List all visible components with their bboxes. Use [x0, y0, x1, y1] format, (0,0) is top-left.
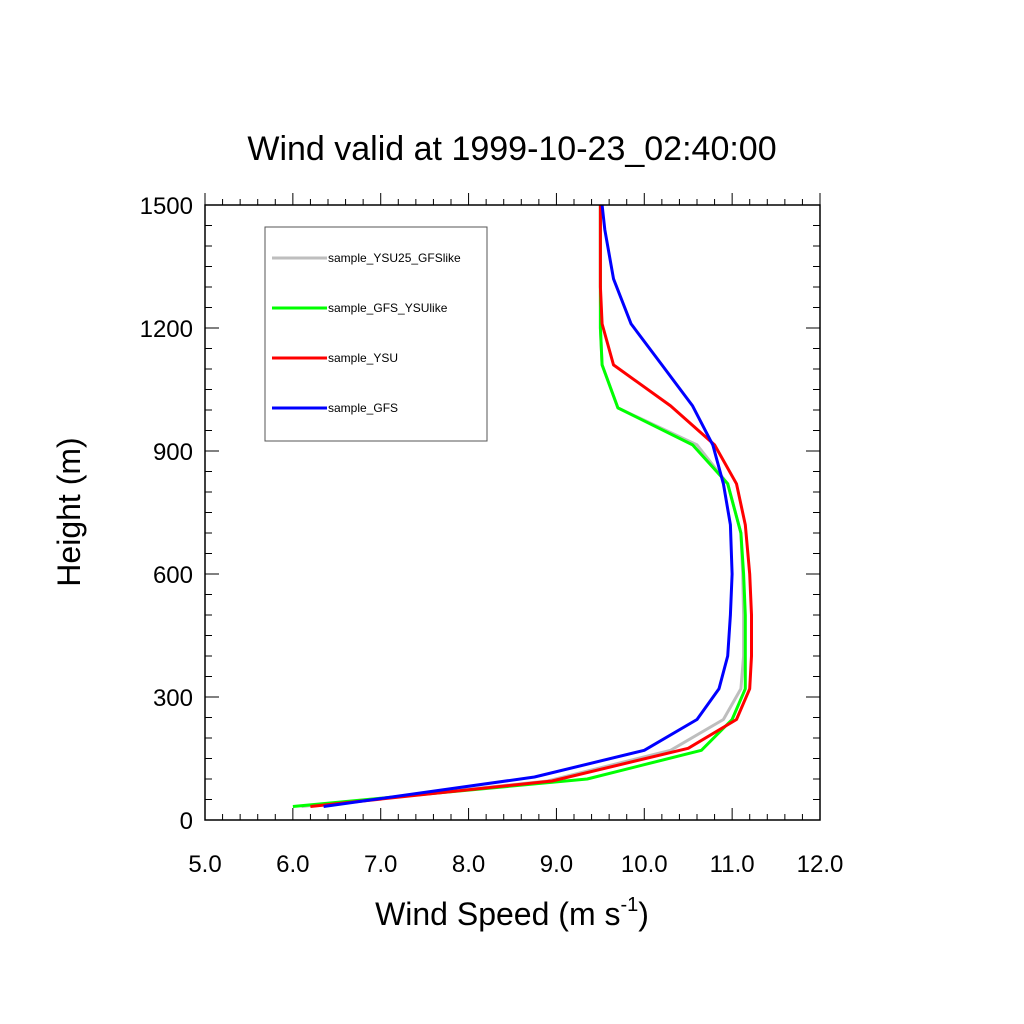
legend-box	[264, 226, 488, 442]
y-tick-labels: 0 300 600 900 1200 1500	[140, 193, 193, 835]
series-line-sample_GFS	[323, 204, 734, 808]
legend-label: sample_GFS	[328, 401, 398, 415]
x-tick-labels: 5.0 6.0 7.0 8.0 9.0 10.0 11.0 12.0	[188, 851, 843, 878]
y-tick-label: 300	[153, 685, 193, 712]
y-tick-label: 0	[180, 808, 193, 835]
ticks-layer	[204, 193, 821, 821]
series-line-sample_YSU	[310, 205, 753, 808]
legend: sample_YSU25_GFSlike sample_GFS_YSUlikesa…	[264, 226, 488, 442]
x-tick-label: 9.0	[540, 851, 573, 878]
y-tick-label: 1500	[140, 193, 193, 220]
x-axis-title-main: Wind Speed (m s	[375, 896, 620, 932]
legend-label: sample_YSU25_GFSlike	[328, 251, 461, 265]
legend-label: sample_YSU	[328, 351, 398, 365]
y-axis-title: Height (m)	[51, 437, 87, 586]
x-tick-label: 10.0	[621, 851, 668, 878]
y-tick-label: 600	[153, 562, 193, 589]
legend-items: sample_YSU25_GFSlike sample_GFS_YSUlikesa…	[272, 251, 461, 415]
y-tick-label: 1200	[140, 316, 193, 343]
x-tick-label: 8.0	[452, 851, 485, 878]
y-tick-label: 900	[153, 439, 193, 466]
x-tick-label: 11.0	[710, 851, 755, 878]
legend-label: sample_GFS_YSUlike	[328, 301, 448, 315]
x-tick-label: 7.0	[364, 851, 397, 878]
x-axis-title: Wind Speed (m s-1)	[375, 894, 649, 932]
x-axis-title-suffix: )	[638, 896, 649, 932]
series-layer	[292, 204, 753, 808]
x-tick-label: 5.0	[188, 851, 221, 878]
x-axis-title-superscript: -1	[620, 894, 638, 916]
x-tick-label: 12.0	[797, 851, 844, 878]
x-tick-label: 6.0	[276, 851, 309, 878]
chart-title: Wind valid at 1999-10-23_02:40:00	[247, 130, 776, 168]
